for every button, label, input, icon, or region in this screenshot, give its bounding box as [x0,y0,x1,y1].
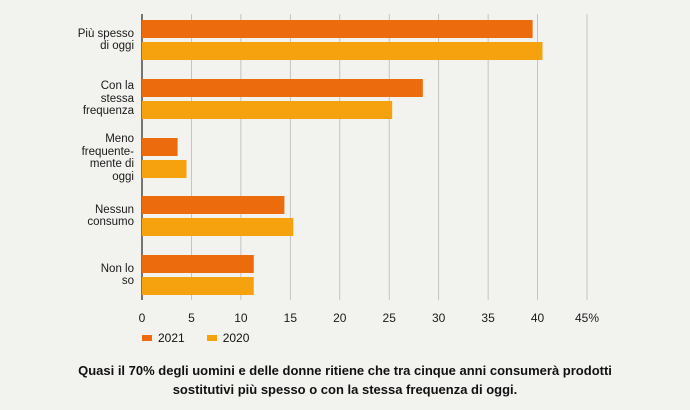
bar-chart [141,14,588,300]
bar-2021-4 [142,255,254,273]
x-tick-label: 10 [234,311,248,325]
category-label: Non lo so [100,262,134,288]
x-tick-label: 25 [382,311,396,325]
x-tick-label: 5 [188,311,195,325]
category-label: Con la stessa frequenza [82,80,134,118]
x-tick-label: 40 [530,311,545,325]
x-tick-label: 45% [574,311,600,325]
chart-caption: Quasi il 70% degli uomini e delle donne … [0,361,690,399]
legend-label-2021: 2021 [158,331,185,345]
legend-swatch-2021 [142,335,152,341]
legend-item-2021: 2021 [142,331,185,345]
bar-2021-3 [142,196,285,214]
legend-item-2020: 2020 [206,331,250,345]
category-label: Nessun consumo [87,203,134,229]
category-label: Più spesso di oggi [77,27,134,53]
x-tick-label: 20 [333,311,347,325]
bar-2021-0 [142,20,533,38]
bar-2020-4 [142,277,254,295]
legend-swatch-2020 [206,335,217,341]
caption-line-2: sostitutivi più spesso o con la stessa f… [172,382,518,397]
bar-2021-2 [142,138,178,156]
category-label: Meno frequente- mente di oggi [81,133,134,183]
x-tick-label: 15 [283,311,298,325]
x-tick-label: 35 [481,311,495,325]
x-tick-label: 30 [431,311,446,325]
x-tick-label: 0 [138,311,146,325]
caption-line-1: Quasi il 70% degli uomini e delle donne … [78,363,612,378]
bar-2020-1 [142,101,393,119]
bar-2020-3 [142,218,294,236]
bar-2020-0 [142,42,543,60]
legend-label-2020: 2020 [222,331,250,345]
bar-2021-1 [142,79,423,97]
legend: 2021 2020 [142,331,249,345]
bar-2020-2 [142,160,187,178]
